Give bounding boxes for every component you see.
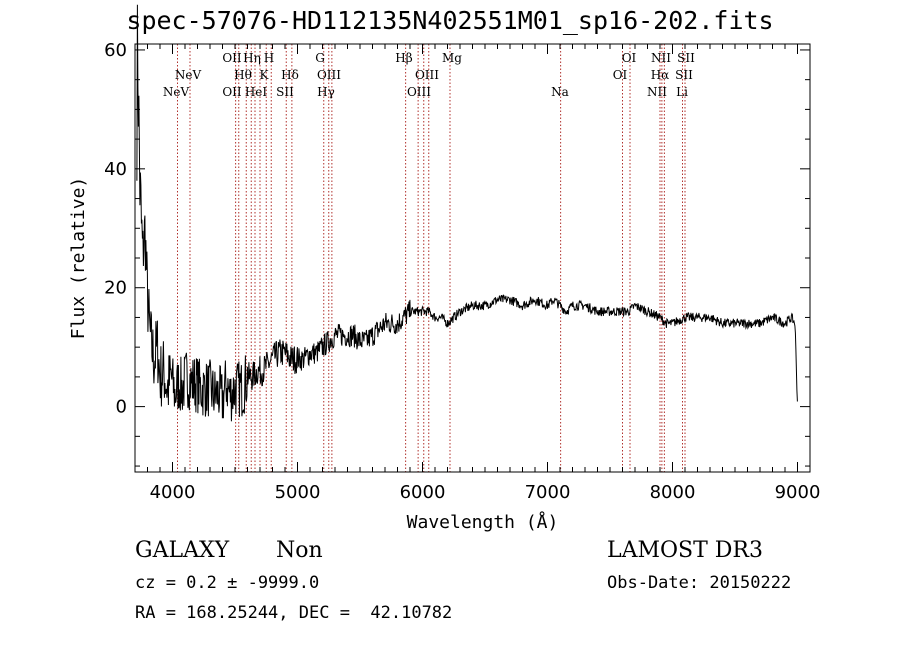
line-label: OIII <box>407 85 431 99</box>
x-tick-label: 7000 <box>525 482 571 503</box>
line-label: OIII <box>317 68 341 82</box>
line-label: Na <box>551 85 569 99</box>
line-label: OII <box>222 85 242 99</box>
x-tick-label: 5000 <box>275 482 321 503</box>
spectrum-line <box>136 4 798 422</box>
x-axis: 4000 5000 6000 7000 8000 9000 <box>134 44 821 503</box>
y-tick-label: 0 <box>116 397 127 418</box>
line-label: NeV <box>163 85 190 99</box>
class-label: GALAXY <box>135 538 230 563</box>
line-label: Mg <box>442 51 462 65</box>
y-tick-label: 60 <box>104 40 127 61</box>
obsdate-text: Obs-Date: 20150222 <box>607 573 792 593</box>
x-tick-label: 4000 <box>150 482 196 503</box>
line-label: SII <box>677 51 695 65</box>
survey-label: LAMOST DR3 <box>607 538 763 563</box>
line-label: NII <box>651 51 671 65</box>
chart-title: spec-57076-HD112135N402551M01_sp16-202.f… <box>126 6 774 35</box>
y-tick-label: 20 <box>104 278 127 299</box>
line-label: SII <box>276 85 294 99</box>
line-label: SII <box>675 68 693 82</box>
line-markers <box>177 44 686 472</box>
x-axis-label: Wavelength (Å) <box>407 511 559 533</box>
line-label: OI <box>622 51 637 65</box>
y-axis-label: Flux (relative) <box>68 177 89 340</box>
line-label: Hθ <box>234 68 252 82</box>
line-label: HeI <box>245 85 268 99</box>
line-label: OI <box>613 68 628 82</box>
subclass-label: Non <box>276 538 323 563</box>
redshift-text: cz = 0.2 ± -9999.0 <box>135 573 320 593</box>
line-label: Hδ <box>281 68 299 82</box>
line-label: Hα <box>651 68 670 82</box>
coordinates-text: RA = 168.25244, DEC = 42.10782 <box>135 603 453 623</box>
line-labels: NeVNeVOIIOIIHηHθHeIKHHδSIIGOIIIHγHβOIIIO… <box>163 51 695 99</box>
line-label: Hβ <box>395 51 412 65</box>
line-label: Li <box>676 85 688 99</box>
y-axis: 0 20 40 60 <box>104 40 810 467</box>
line-label: NeV <box>175 68 202 82</box>
y-tick-label: 40 <box>104 159 127 180</box>
x-tick-label: 6000 <box>400 482 446 503</box>
line-label: Hγ <box>317 85 335 99</box>
line-label: NII <box>647 85 667 99</box>
line-label: OII <box>222 51 242 65</box>
line-label: G <box>315 51 325 65</box>
line-label: K <box>260 68 270 82</box>
line-label: H <box>264 51 274 65</box>
x-tick-label: 9000 <box>775 482 821 503</box>
x-tick-label: 8000 <box>650 482 696 503</box>
line-label: Hη <box>243 51 261 65</box>
line-label: OIII <box>415 68 439 82</box>
